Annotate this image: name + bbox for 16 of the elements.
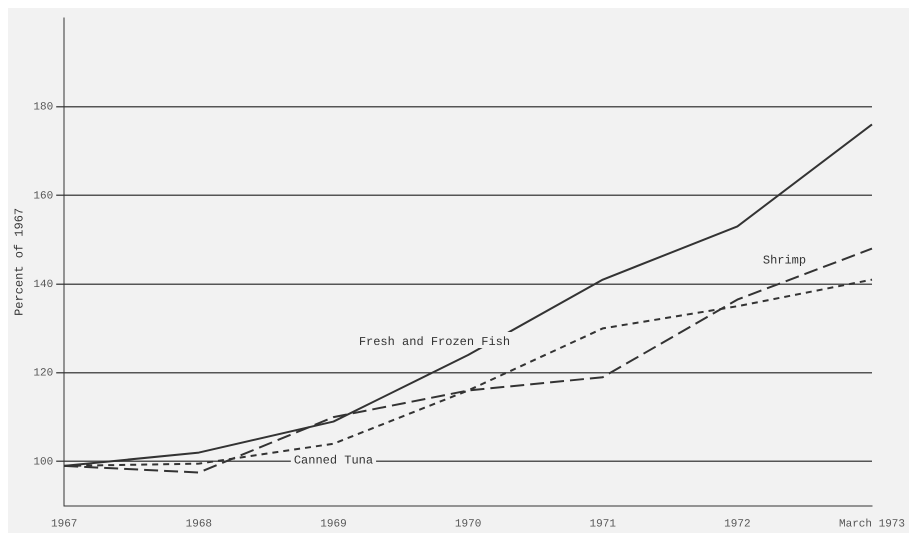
y-tick-label: 160: [33, 190, 54, 202]
x-tick-label: 1971: [590, 518, 616, 530]
y-tick-label: 180: [33, 102, 54, 114]
x-tick-label: 1969: [320, 518, 347, 530]
x-tick-label: 1970: [454, 518, 482, 530]
series-label: Shrimp: [762, 254, 806, 268]
series-label: Fresh and Frozen Fish: [358, 335, 510, 350]
y-axis-title: Percent of 1967: [12, 208, 26, 316]
y-tick-label: 120: [33, 368, 54, 380]
x-tick-label: 1972: [724, 518, 751, 530]
series-label: Canned Tuna: [294, 454, 374, 468]
x-tick-label: March 1973: [838, 518, 905, 530]
x-tick-label: 1967: [51, 518, 78, 530]
y-tick-label: 140: [33, 278, 54, 291]
x-tick-label: 1968: [186, 518, 212, 530]
y-tick-label: 100: [33, 456, 54, 468]
